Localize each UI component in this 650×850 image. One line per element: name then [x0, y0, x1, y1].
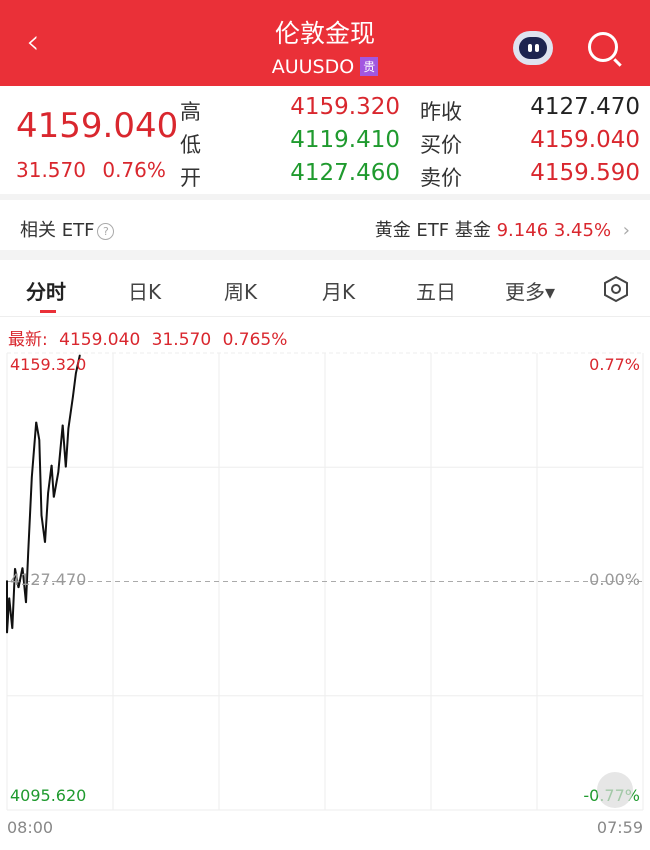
price-point — [44, 542, 46, 544]
tab-2[interactable]: 周K — [224, 280, 258, 304]
y-label-bottom: 4095.620 — [10, 786, 87, 805]
pct-label-top: 0.77% — [589, 355, 640, 374]
price-point — [35, 421, 37, 423]
price-point — [72, 396, 74, 398]
field-value: 4159.320 — [290, 94, 400, 120]
field-label: 卖价 — [420, 166, 462, 190]
robot-assistant-icon[interactable] — [513, 31, 553, 65]
change-pct: 0.76% — [102, 158, 166, 182]
price-point — [21, 567, 23, 569]
related-etf-row: 相关 ETF? 黄金 ETF 基金 9.146 3.45% › — [0, 206, 650, 260]
y-label-top: 4159.320 — [10, 355, 87, 374]
price-point — [79, 354, 81, 356]
price-change: 31.570 0.76% — [16, 158, 166, 182]
etf-link[interactable]: 黄金 ETF 基金 9.146 3.45% › — [375, 216, 630, 242]
price-point — [25, 602, 27, 604]
price-point — [11, 628, 13, 630]
change-value: 31.570 — [16, 158, 86, 182]
etf-name: 黄金 ETF 基金 — [374, 220, 491, 241]
price-point — [65, 466, 67, 468]
price-point — [75, 372, 77, 374]
tab-3[interactable]: 月K — [322, 280, 356, 304]
settings-hexagon-icon[interactable] — [602, 275, 630, 303]
field-value: 4159.590 — [530, 160, 640, 186]
fullscreen-button[interactable] — [597, 772, 633, 808]
field-value: 4119.410 — [290, 127, 400, 153]
price-point — [53, 496, 55, 498]
price-point — [38, 439, 40, 441]
y-label-mid: 4127.470 — [10, 570, 87, 589]
etf-price: 9.146 — [496, 220, 549, 241]
price-point — [14, 567, 16, 569]
price-point — [6, 632, 8, 634]
price-point — [67, 427, 69, 429]
search-icon[interactable] — [588, 32, 618, 62]
price-point — [6, 580, 8, 582]
category-badge: 贵 — [360, 57, 379, 76]
field-label: 高 — [180, 100, 201, 124]
x-label-end: 07:59 — [596, 818, 643, 837]
latest-label: 最新: — [8, 330, 48, 350]
field-label: 低 — [180, 133, 201, 157]
field-value: 4127.470 — [530, 94, 640, 120]
header: ‹ 伦敦金现 AUUSDO 贵 — [0, 0, 650, 86]
help-icon[interactable]: ? — [97, 223, 115, 240]
field-value: 4159.040 — [530, 127, 640, 153]
chevron-right-icon: › — [622, 220, 630, 241]
tab-4[interactable]: 五日 — [416, 280, 456, 304]
quote-panel: 4159.040 31.570 0.76% 高 4159.320 低 4119.410… — [0, 86, 650, 200]
field-value: 4127.460 — [290, 160, 400, 186]
price-point — [57, 471, 59, 473]
field-label: 昨收 — [420, 100, 462, 124]
tab-1[interactable]: 日K — [128, 280, 162, 304]
price-point — [51, 464, 53, 466]
latest-change: 31.570 — [151, 330, 212, 350]
price-point — [8, 597, 10, 599]
price-point — [27, 552, 29, 554]
field-label: 买价 — [420, 133, 462, 157]
page-title: 伦敦金现 — [274, 19, 375, 48]
pct-label-mid: 0.00% — [589, 570, 640, 589]
latest-pct: 0.765% — [222, 330, 288, 350]
price-point — [31, 476, 33, 478]
latest-info: 最新: 4159.040 31.570 0.765% — [8, 325, 287, 350]
code-text: AUUSDO — [271, 56, 355, 78]
latest-price: 4159.040 — [59, 330, 141, 350]
x-label-start: 08:00 — [7, 818, 54, 837]
back-button[interactable]: ‹ — [26, 22, 40, 62]
price-point — [40, 514, 42, 516]
chart-tabs: 分时 日K 周K 月K 五日 更多▾ — [0, 262, 650, 317]
price-point — [62, 424, 64, 426]
tab-5[interactable]: 更多▾ — [505, 280, 556, 304]
field-label: 开 — [180, 166, 201, 190]
current-price: 4159.040 — [16, 106, 179, 146]
tab-0[interactable]: 分时 — [26, 276, 66, 313]
price-line — [6, 354, 81, 633]
symbol-code: AUUSDO 贵 — [0, 56, 650, 78]
price-point — [17, 587, 19, 589]
etf-label: 相关 ETF — [20, 220, 95, 241]
price-point — [47, 492, 49, 494]
etf-pct: 3.45% — [553, 220, 612, 241]
